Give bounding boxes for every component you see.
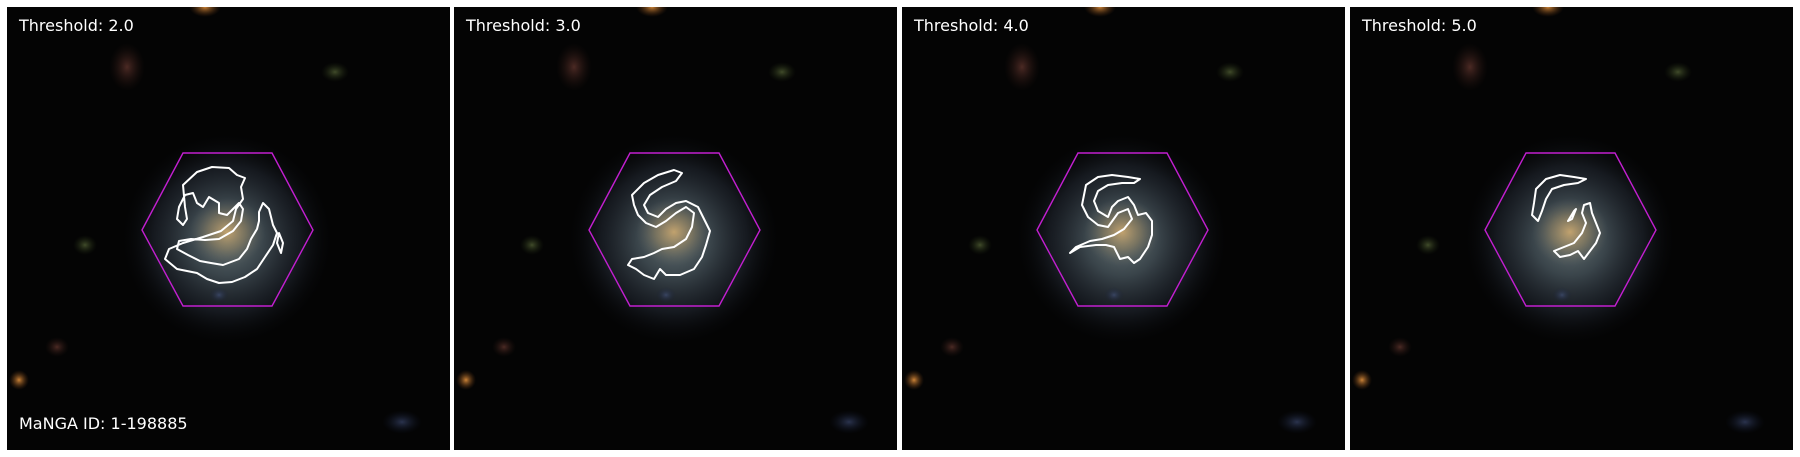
threshold-label: Threshold: 3.0: [466, 16, 581, 35]
spiral-arm-contour: [1531, 174, 1601, 260]
panel-threshold-5: Threshold: 5.0: [1350, 7, 1793, 450]
spiral-arm-contour: [627, 169, 711, 280]
threshold-label: Threshold: 5.0: [1362, 16, 1477, 35]
ifu-hexagon-outline: [1036, 152, 1209, 307]
galaxy-image: [7, 7, 450, 450]
spiral-arm-contour: [164, 166, 284, 284]
galaxy-id-label: MaNGA ID: 1-198885: [19, 414, 188, 433]
ifu-hexagon-outline: [588, 152, 761, 307]
threshold-label: Threshold: 4.0: [914, 16, 1029, 35]
panel-threshold-3: Threshold: 3.0: [454, 7, 897, 450]
ifu-hexagon-outline: [141, 152, 314, 307]
galaxy-image: [454, 7, 897, 450]
galaxy-image: [1350, 7, 1793, 450]
spiral-arm-contour: [1069, 174, 1153, 264]
galaxy-image: [902, 7, 1345, 450]
panel-threshold-2: Threshold: 2.0 MaNGA ID: 1-198885: [7, 7, 450, 450]
threshold-label: Threshold: 2.0: [19, 16, 134, 35]
panel-threshold-4: Threshold: 4.0: [902, 7, 1345, 450]
ifu-hexagon-outline: [1484, 152, 1657, 307]
